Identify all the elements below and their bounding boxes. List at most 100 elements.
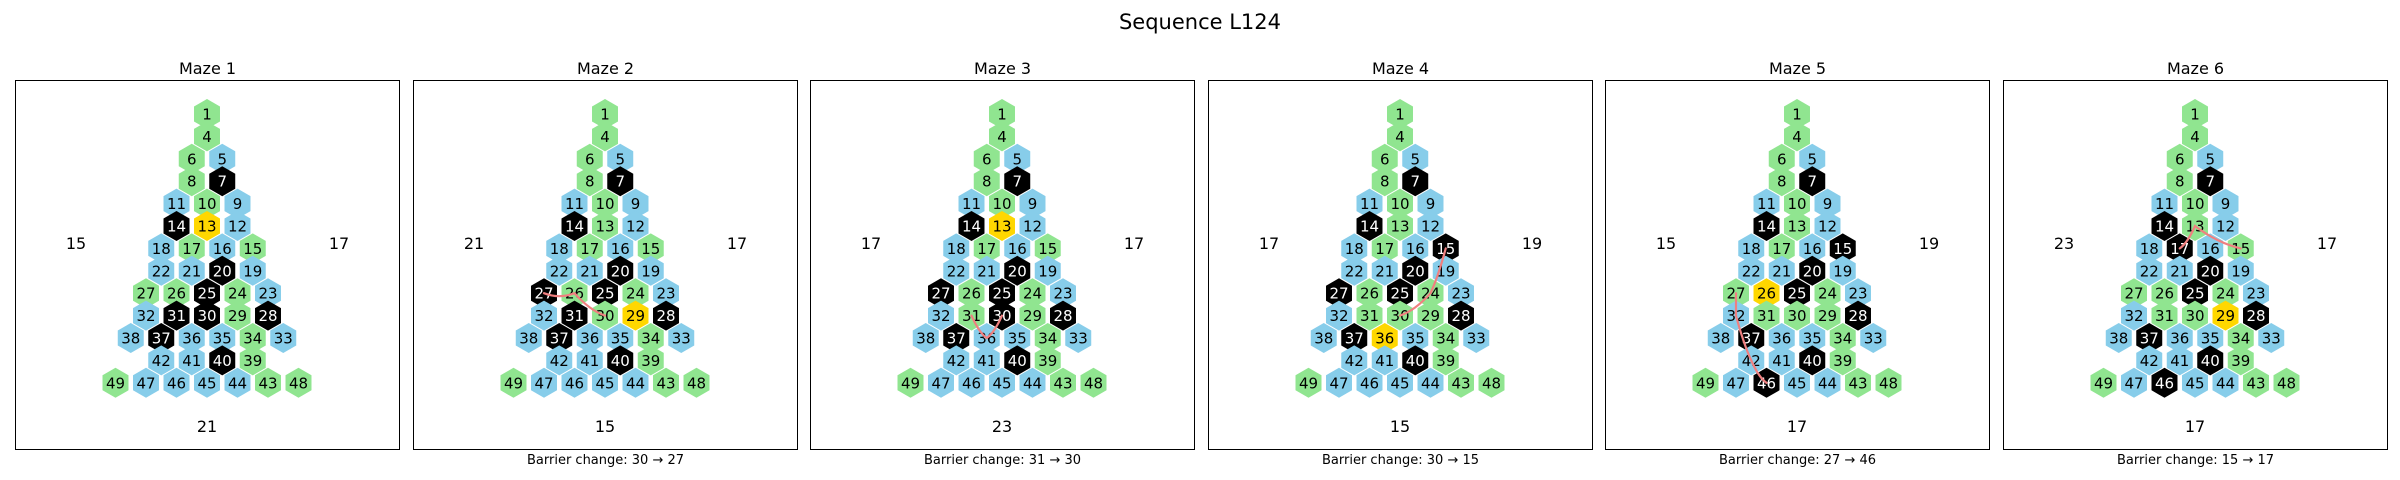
hex-label: 40 bbox=[213, 352, 232, 370]
hex-label: 35 bbox=[1406, 330, 1425, 348]
hex-cell-14: 14 bbox=[2151, 211, 2178, 241]
hex-label: 44 bbox=[1023, 374, 1042, 392]
hex-cell-18: 18 bbox=[2136, 233, 2163, 264]
hex-cell-18: 18 bbox=[1738, 233, 1765, 264]
hex-label: 21 bbox=[1772, 262, 1791, 280]
hex-cell-18: 18 bbox=[1341, 233, 1368, 264]
hex-cell-5: 5 bbox=[607, 143, 634, 174]
hex-blue bbox=[2121, 300, 2147, 331]
hex-cell-28: 28 bbox=[2243, 300, 2269, 331]
hex-label: 9 bbox=[2221, 195, 2231, 213]
hex-label: 40 bbox=[1803, 352, 1822, 370]
hex-cell-23: 23 bbox=[2243, 278, 2269, 309]
hex-cell-15: 15 bbox=[637, 233, 664, 264]
hex-barrier bbox=[546, 323, 573, 353]
hex-barrier bbox=[2197, 345, 2224, 376]
hex-cell-14: 14 bbox=[958, 211, 985, 241]
hex-cell-46: 46 bbox=[163, 367, 190, 398]
hex-cell-11: 11 bbox=[163, 188, 190, 219]
left-side-label: 17 bbox=[1259, 234, 1279, 253]
hex-label: 39 bbox=[1833, 352, 1852, 370]
maze-title: Maze 2 bbox=[576, 59, 635, 78]
hex-label: 1 bbox=[1395, 106, 1405, 124]
hex-label: 12 bbox=[626, 218, 645, 236]
hex-cell-13: 13 bbox=[1387, 211, 1413, 241]
hex-label: 35 bbox=[2201, 330, 2220, 348]
hex-label: 42 bbox=[2140, 352, 2159, 370]
hex-label: 44 bbox=[626, 374, 645, 392]
hex-cell-1: 1 bbox=[194, 99, 220, 129]
maze-panel: Maze 4 1 4 5 6 7 8 9 10 11 12 13 14 15 16 17 18 19 20 21 22 2… bbox=[1208, 58, 1593, 471]
hex-blue bbox=[2197, 233, 2224, 264]
hex-label: 36 bbox=[182, 330, 201, 348]
hex-blue bbox=[1004, 143, 1031, 174]
hex-label: 40 bbox=[1406, 352, 1425, 370]
hex-blue bbox=[194, 367, 220, 398]
hex-label: 20 bbox=[2201, 262, 2220, 280]
hex-label: 31 bbox=[1360, 307, 1379, 325]
hex-cell-41: 41 bbox=[1371, 345, 1398, 376]
hex-label: 37 bbox=[550, 330, 569, 348]
hex-open bbox=[285, 367, 312, 398]
hex-cell-36: 36 bbox=[576, 323, 603, 353]
bottom-side-label: 17 bbox=[1787, 417, 1807, 436]
hex-barrier bbox=[1845, 300, 1871, 331]
hex-label: 41 bbox=[182, 352, 201, 370]
hex-open bbox=[2182, 188, 2208, 219]
hex-blue bbox=[546, 233, 573, 264]
hex-open bbox=[592, 188, 618, 219]
hex-blue bbox=[1004, 323, 1031, 353]
hex-label: 44 bbox=[1818, 374, 1837, 392]
hex-cell-5: 5 bbox=[2197, 143, 2224, 174]
hex-label: 39 bbox=[2231, 352, 2250, 370]
hex-cell-26: 26 bbox=[1753, 278, 1780, 309]
hex-label: 14 bbox=[1757, 218, 1776, 236]
hex-blue bbox=[1019, 367, 1046, 398]
hex-cell-12: 12 bbox=[1417, 211, 1444, 241]
hex-cell-19: 19 bbox=[1432, 255, 1459, 286]
hex-open bbox=[1034, 345, 1061, 376]
hex-blue bbox=[592, 367, 618, 398]
maze-title: Maze 1 bbox=[178, 59, 237, 78]
hex-label: 22 bbox=[1345, 262, 1364, 280]
hex-cell-29: 29 bbox=[1814, 300, 1841, 331]
hex-blue bbox=[239, 255, 266, 286]
hex-barrier bbox=[1004, 166, 1031, 197]
hex-label: 7 bbox=[217, 173, 227, 191]
hex-cell-33: 33 bbox=[668, 323, 695, 353]
hex-cell-16: 16 bbox=[209, 233, 236, 264]
hex-open bbox=[2121, 278, 2147, 309]
right-side-label: 17 bbox=[1124, 234, 1144, 253]
hex-open bbox=[194, 121, 220, 152]
hex-blue bbox=[209, 233, 236, 264]
hex-open bbox=[1432, 323, 1459, 353]
right-side-label: 17 bbox=[2317, 234, 2337, 253]
maze-panel: Maze 3 1 4 5 6 7 8 9 10 11 12 13 14 15 16 17 18 19 20 21 22 2… bbox=[810, 58, 1195, 471]
hex-label: 33 bbox=[1069, 330, 1088, 348]
hex-cell-21: 21 bbox=[973, 255, 1000, 286]
hex-label: 39 bbox=[1038, 352, 1057, 370]
hex-cell-26: 26 bbox=[958, 278, 985, 309]
hex-barrier bbox=[989, 278, 1015, 309]
hex-blue bbox=[163, 367, 190, 398]
hex-label: 47 bbox=[1329, 374, 1348, 392]
hex-blue bbox=[943, 233, 970, 264]
hex-cell-37: 37 bbox=[148, 323, 175, 353]
hex-cell-7: 7 bbox=[607, 166, 634, 197]
hex-cell-40: 40 bbox=[607, 345, 634, 376]
hex-label: 16 bbox=[213, 240, 232, 258]
hex-cell-4: 4 bbox=[194, 121, 220, 152]
hex-label: 48 bbox=[1482, 374, 1501, 392]
hex-cell-4: 4 bbox=[989, 121, 1015, 152]
hex-blue bbox=[1753, 188, 1780, 219]
hex-barrier bbox=[928, 278, 954, 309]
hex-cell-48: 48 bbox=[683, 367, 710, 398]
hex-label: 8 bbox=[2175, 173, 2185, 191]
hex-label: 10 bbox=[197, 195, 216, 213]
hex-label: 40 bbox=[1008, 352, 1027, 370]
hex-label: 17 bbox=[580, 240, 599, 258]
hex-label: 37 bbox=[1742, 330, 1761, 348]
hex-blue bbox=[1341, 233, 1368, 264]
hex-label: 21 bbox=[580, 262, 599, 280]
hex-blue bbox=[1784, 367, 1810, 398]
